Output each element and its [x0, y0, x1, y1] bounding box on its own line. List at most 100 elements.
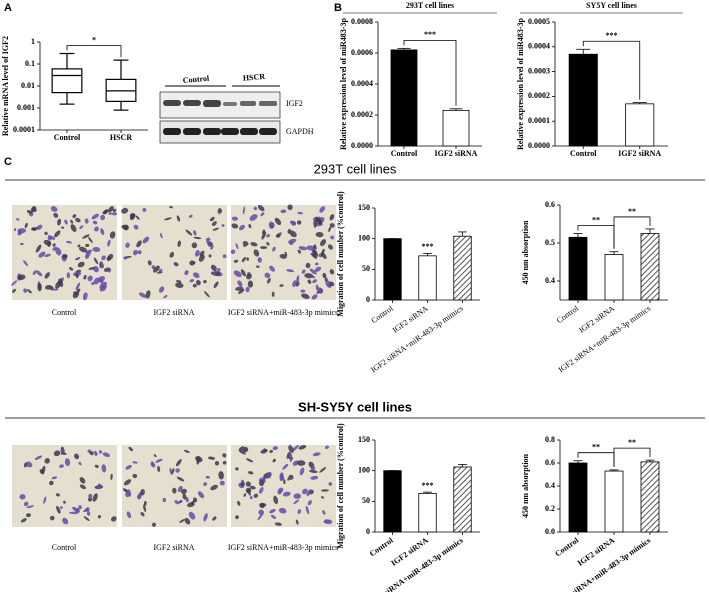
cell: [31, 205, 37, 213]
cell: [174, 500, 180, 505]
cell: [233, 259, 239, 263]
cell: [329, 214, 335, 221]
y-tick-label: 0.0002: [528, 91, 550, 100]
x-tick-label: Control: [555, 303, 581, 325]
cell: [297, 211, 303, 215]
cell: [237, 500, 241, 506]
cell: [243, 446, 249, 453]
micrographs: Control IGF2 siRNA IGF2 siRNA+miR-483-3p m…: [11, 204, 338, 552]
caption: IGF2 siRNA+miR-483-3p mimics: [228, 308, 338, 317]
cell: [100, 228, 105, 236]
cell: [195, 249, 200, 257]
cell: [313, 219, 318, 228]
cell: [62, 517, 69, 525]
x-tick-label: Control: [370, 303, 396, 325]
cell: [230, 249, 236, 255]
cell: [324, 520, 331, 523]
y-axis-label: 450 nm absorption: [521, 220, 530, 285]
cell: [93, 277, 100, 285]
cell: [205, 475, 210, 479]
y-tick-label: 0.0005: [528, 17, 550, 26]
cell: [109, 231, 116, 239]
cell: [330, 235, 335, 240]
cell: [52, 243, 56, 247]
cell: [75, 217, 81, 223]
cell: [327, 244, 334, 250]
cell: [107, 206, 114, 213]
cell: [328, 226, 332, 233]
cell: [203, 279, 207, 284]
annotation: ***: [422, 242, 434, 251]
cell: [178, 500, 183, 504]
cell: [328, 482, 333, 486]
cell: [92, 493, 98, 502]
cell: [106, 256, 111, 262]
bar: [640, 233, 660, 301]
cell: [49, 480, 54, 486]
cell: [125, 242, 130, 248]
cell: [132, 473, 138, 479]
cell: [52, 246, 58, 251]
cell: [44, 231, 48, 236]
y-tick-label: 0.001: [17, 103, 35, 112]
annotation: **: [628, 207, 636, 216]
cell: [235, 467, 239, 471]
cell: [92, 220, 98, 225]
cell: [32, 270, 37, 275]
cell: [108, 212, 113, 215]
cell: [191, 242, 198, 249]
cell: [111, 516, 117, 522]
cell: [207, 456, 216, 460]
bracket: [613, 447, 651, 467]
cell: [87, 497, 93, 502]
cell: [112, 208, 117, 213]
cell: [292, 444, 299, 452]
cell: [83, 274, 87, 280]
cell: [322, 272, 327, 279]
cell: [288, 474, 294, 480]
cell: [58, 278, 64, 288]
cell: [139, 292, 147, 298]
cell: [196, 455, 200, 465]
cell: [261, 231, 267, 240]
cell: [96, 485, 101, 490]
cell: [296, 220, 302, 225]
box: [51, 68, 83, 94]
cell: [283, 479, 286, 485]
cell: [319, 206, 326, 213]
cell: [79, 477, 86, 484]
cell: [260, 212, 265, 217]
cell: [260, 448, 268, 454]
cell: [245, 286, 250, 293]
cell: [169, 467, 173, 475]
blot-group: Control: [182, 74, 210, 85]
cell: [207, 237, 211, 241]
section-title: SH-SY5Y cell lines: [298, 399, 412, 414]
cell: [296, 275, 300, 283]
cell: [249, 496, 253, 500]
cell: [240, 269, 246, 277]
cell: [247, 489, 251, 496]
y-axis-label: Relative expression level of miR483-3p: [516, 18, 525, 150]
cell: [85, 250, 91, 257]
cell: [218, 208, 223, 213]
cell: [245, 481, 251, 487]
cell: [250, 242, 258, 247]
cell: [321, 252, 327, 259]
cell: [193, 230, 197, 236]
cell: [288, 240, 294, 246]
bar: [640, 461, 660, 533]
bar: [418, 492, 437, 533]
cell: [256, 265, 260, 268]
cell: [257, 257, 262, 263]
cell: [258, 480, 265, 487]
cell: [204, 290, 210, 298]
cell: [140, 489, 145, 496]
cell: [272, 246, 276, 252]
cell: [221, 224, 225, 227]
cell: [43, 496, 47, 504]
cell: [163, 295, 168, 299]
bracket: [403, 39, 457, 106]
cell: [175, 468, 180, 473]
